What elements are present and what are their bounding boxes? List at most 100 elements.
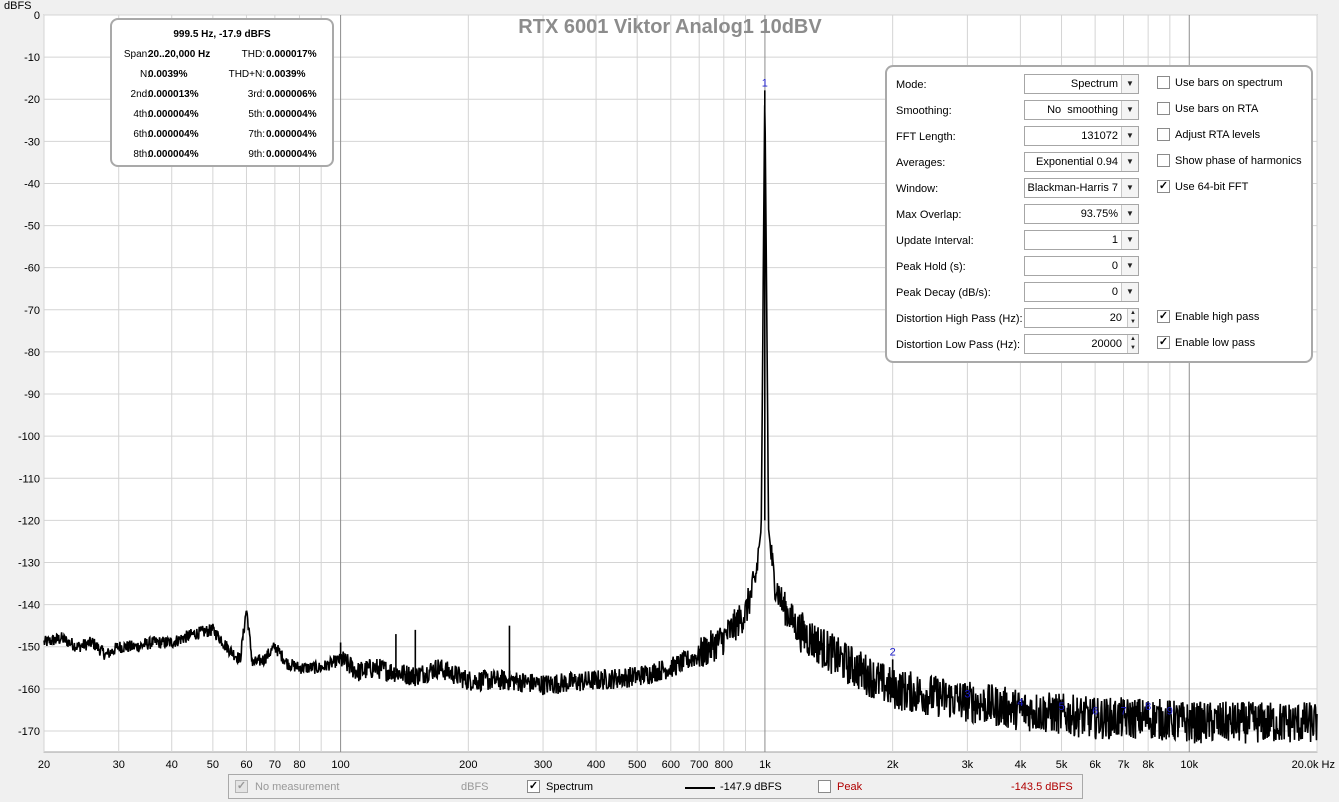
update-interval-select[interactable]: 1 ▼ <box>1024 230 1139 250</box>
peak-decay-select[interactable]: 0 ▼ <box>1024 282 1139 302</box>
fft-length-value: 131072 <box>1081 130 1118 142</box>
x-tick-label: 800 <box>715 759 733 771</box>
dist-value: 0.0039% <box>266 69 306 80</box>
dist-label: 5th: <box>248 109 265 120</box>
dist-value: 0.000004% <box>266 109 317 120</box>
peak-hold-row: Peak Hold (s): 0 ▼ <box>887 256 1311 278</box>
averages-select[interactable]: Exponential 0.94 ▼ <box>1024 152 1139 172</box>
chart-title: RTX 6001 Viktor Analog1 10dBV <box>518 16 822 38</box>
analyser-controls-panel: Mode: Spectrum ▼ Use bars on spectrum Sm… <box>885 65 1313 363</box>
show-phase-checkbox[interactable] <box>1157 154 1170 167</box>
dist-high-pass-value: 20 <box>1109 312 1122 324</box>
peak-hold-value: 0 <box>1111 260 1118 272</box>
chevron-down-icon[interactable]: ▼ <box>1121 231 1138 249</box>
spectrum-legend-swatch <box>685 787 715 789</box>
enable-low-pass-checkbox[interactable]: ✓ <box>1157 336 1170 349</box>
y-tick-label: -110 <box>19 473 40 485</box>
peak-legend-checkbox[interactable] <box>818 780 831 793</box>
smoothing-row: Smoothing: No smoothing ▼ Use bars on RT… <box>887 100 1311 122</box>
use-bars-spectrum-label: Use bars on spectrum <box>1175 77 1283 89</box>
x-tick-label: 3k <box>962 759 974 771</box>
use-bars-spectrum-checkbox[interactable] <box>1157 76 1170 89</box>
fft-length-select[interactable]: 131072 ▼ <box>1024 126 1139 146</box>
chevron-down-icon[interactable]: ▼ <box>1121 283 1138 301</box>
dist-high-pass-spinner[interactable]: 20 ▲ ▼ <box>1024 308 1139 328</box>
dist-label: 2nd: <box>130 89 150 100</box>
y-tick-label: -40 <box>24 178 40 190</box>
y-tick-label: -50 <box>24 221 40 233</box>
y-tick-label: -150 <box>18 642 40 654</box>
harmonic-marker: 8 <box>1145 701 1151 713</box>
dist-label: 4th: <box>133 109 150 120</box>
mode-select[interactable]: Spectrum ▼ <box>1024 74 1139 94</box>
smoothing-value: No smoothing <box>1047 104 1118 116</box>
use-bars-rta-checkbox[interactable] <box>1157 102 1170 115</box>
chevron-down-icon[interactable]: ▼ <box>1121 205 1138 223</box>
y-tick-label: -10 <box>24 52 40 64</box>
chevron-down-icon[interactable]: ▼ <box>1121 75 1138 93</box>
chevron-down-icon[interactable]: ▼ <box>1121 257 1138 275</box>
spectrum-legend-checkbox[interactable]: ✓ <box>527 780 540 793</box>
averages-value: Exponential 0.94 <box>1036 156 1118 168</box>
peak-legend-label: Peak <box>837 781 863 793</box>
smoothing-label: Smoothing: <box>896 105 952 117</box>
harmonic-marker: 9 <box>1167 705 1173 717</box>
fft-length-label: FFT Length: <box>896 131 956 143</box>
x-tick-label: 2k <box>887 759 899 771</box>
use-64bit-fft-checkbox[interactable]: ✓ <box>1157 180 1170 193</box>
smoothing-select[interactable]: No smoothing ▼ <box>1024 100 1139 120</box>
spectrum-legend-label: Spectrum <box>546 781 594 793</box>
y-tick-label: -20 <box>24 94 40 106</box>
window-value: Blackman-Harris 7 <box>1027 182 1118 194</box>
chevron-down-icon[interactable]: ▼ <box>1121 179 1138 197</box>
max-overlap-row: Max Overlap: 93.75% ▼ <box>887 204 1311 226</box>
spin-up-icon[interactable]: ▲ <box>1127 335 1138 344</box>
no-measurement-checkbox[interactable]: ✓ <box>235 780 248 793</box>
dist-row: 4th: 0.000004% 5th: 0.000004% <box>112 109 332 123</box>
show-phase-label: Show phase of harmonics <box>1175 155 1302 167</box>
adjust-rta-label: Adjust RTA levels <box>1175 129 1261 141</box>
y-tick-label: 0 <box>34 10 40 22</box>
x-tick-label: 400 <box>587 759 605 771</box>
max-overlap-label: Max Overlap: <box>896 209 962 221</box>
spin-down-icon[interactable]: ▼ <box>1127 318 1138 327</box>
harmonic-marker: 2 <box>890 646 896 658</box>
x-tick-label: 10k <box>1180 759 1198 771</box>
update-interval-label: Update Interval: <box>896 235 974 247</box>
peak-hold-select[interactable]: 0 ▼ <box>1024 256 1139 276</box>
x-tick-label: 1k <box>759 759 771 771</box>
dist-low-pass-spinner[interactable]: 20000 ▲ ▼ <box>1024 334 1139 354</box>
x-tick-label: 5k <box>1056 759 1068 771</box>
peak-decay-row: Peak Decay (dB/s): 0 ▼ <box>887 282 1311 304</box>
max-overlap-select[interactable]: 93.75% ▼ <box>1024 204 1139 224</box>
mode-value: Spectrum <box>1070 78 1118 90</box>
no-measurement-label: No measurement <box>255 781 340 793</box>
enable-high-pass-label: Enable high pass <box>1175 311 1260 323</box>
dist-label: 3rd: <box>247 89 265 100</box>
legend-bar: ✓ No measurement dBFS ✓ Spectrum -147.9 … <box>228 774 1083 799</box>
max-overlap-value: 93.75% <box>1080 208 1118 220</box>
enable-high-pass-checkbox[interactable]: ✓ <box>1157 310 1170 323</box>
dist-value: 0.000004% <box>148 149 199 160</box>
harmonic-marker: 6 <box>1092 705 1098 717</box>
spin-up-icon[interactable]: ▲ <box>1127 309 1138 318</box>
y-tick-label: -80 <box>24 347 40 359</box>
x-tick-label: 80 <box>293 759 305 771</box>
dist-row: 2nd: 0.000013% 3rd: 0.000006% <box>112 89 332 103</box>
window-select[interactable]: Blackman-Harris 7 ▼ <box>1024 178 1139 198</box>
dist-label: 6th: <box>133 129 150 140</box>
chevron-down-icon[interactable]: ▼ <box>1121 153 1138 171</box>
dist-value: 0.000006% <box>266 89 317 100</box>
y-tick-label: -100 <box>18 431 40 443</box>
dist-value: 0.000017% <box>266 49 317 60</box>
y-tick-label: -170 <box>18 726 40 738</box>
spin-down-icon[interactable]: ▼ <box>1127 344 1138 353</box>
dist-high-pass-row: Distortion High Pass (Hz): 20 ▲ ▼ ✓ Enab… <box>887 308 1311 330</box>
y-tick-label: -120 <box>18 515 40 527</box>
adjust-rta-checkbox[interactable] <box>1157 128 1170 141</box>
dist-value: 20..20,000 Hz <box>148 49 211 60</box>
mode-row: Mode: Spectrum ▼ Use bars on spectrum <box>887 74 1311 96</box>
chevron-down-icon[interactable]: ▼ <box>1121 101 1138 119</box>
chevron-down-icon[interactable]: ▼ <box>1121 127 1138 145</box>
y-tick-label: -140 <box>18 600 40 612</box>
